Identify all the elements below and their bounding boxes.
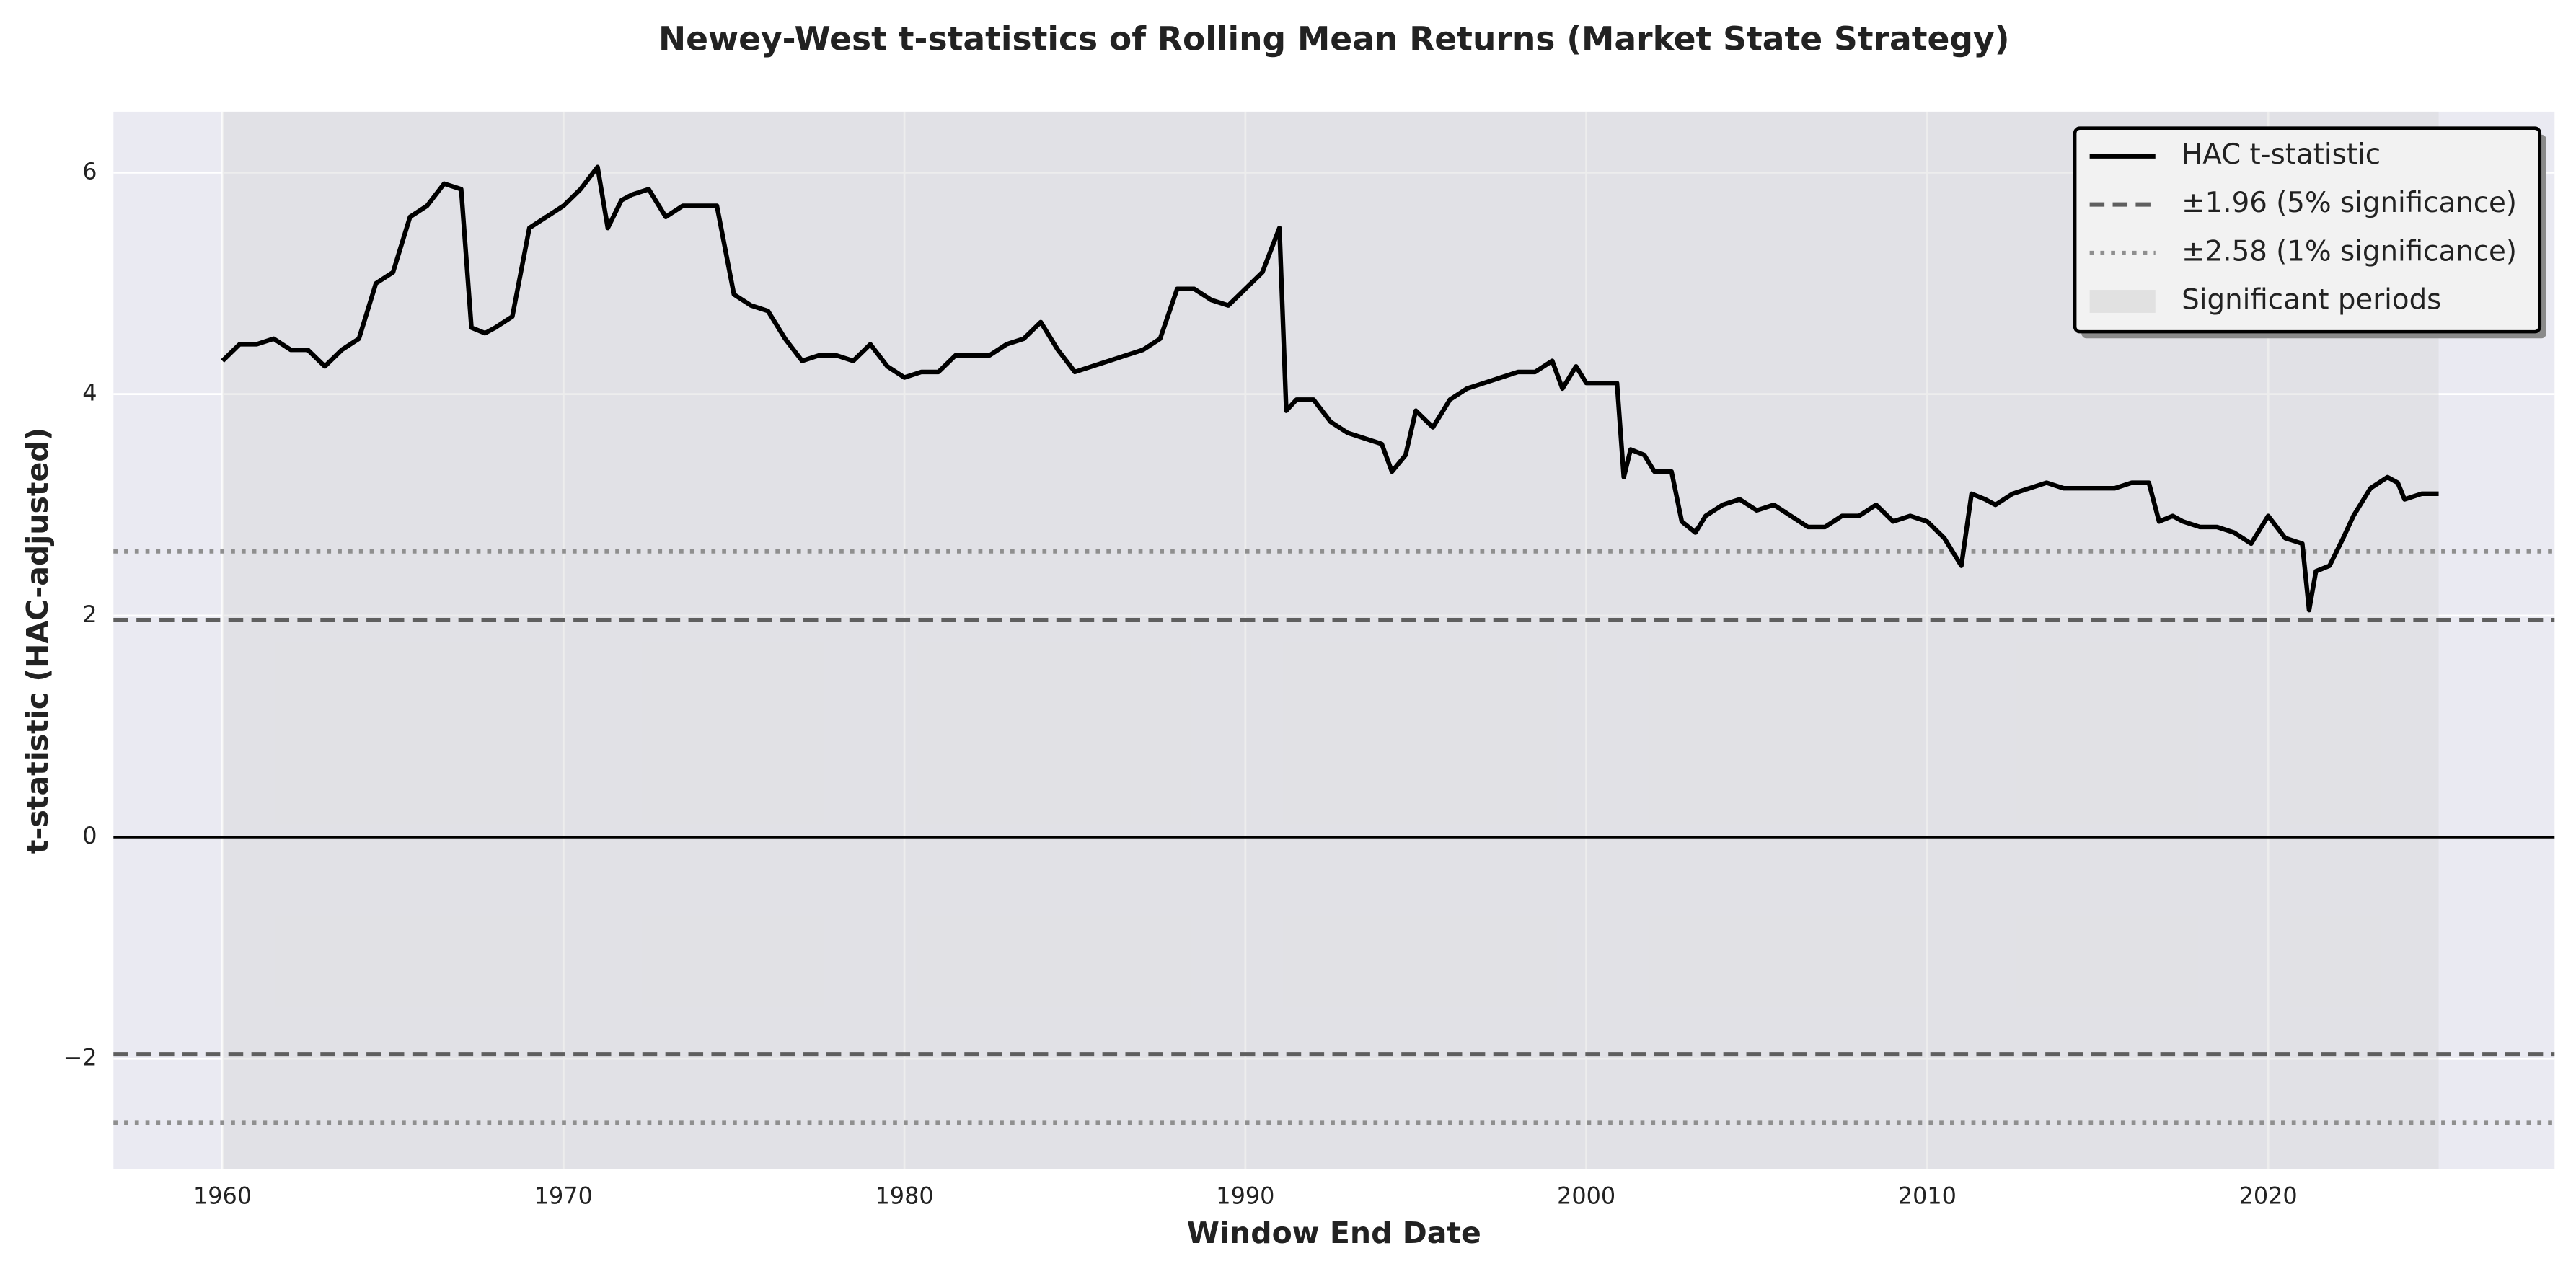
y-tick-label: 4 <box>82 379 97 407</box>
data-line <box>221 164 2439 613</box>
x-tick-label: 2020 <box>2239 1182 2298 1210</box>
legend: HAC t-statistic ±1.96 (5% significance) ±2… <box>2073 126 2546 339</box>
legend-swatch <box>2089 290 2156 313</box>
y-tick-label: 2 <box>82 601 97 628</box>
x-axis-label: Window End Date <box>1187 1216 1481 1250</box>
legend-label: HAC t-statistic <box>2182 138 2381 171</box>
x-tick-label: 1990 <box>1216 1182 1274 1210</box>
x-tick-label: 1960 <box>193 1182 252 1210</box>
y-tick-label: −2 <box>63 1043 97 1071</box>
y-tick-label: 0 <box>82 822 97 849</box>
chart-title: Newey-West t-statistics of Rolling Mean … <box>658 19 2010 58</box>
legend-label: ±2.58 (1% significance) <box>2182 235 2517 267</box>
shaded-span <box>222 111 2439 1169</box>
legend-box <box>2073 126 2542 334</box>
y-tick-label: 6 <box>82 157 97 185</box>
x-tick-label: 1980 <box>875 1182 934 1210</box>
x-tick-label: 2000 <box>1557 1182 1615 1210</box>
x-tick-label: 2010 <box>1898 1182 1957 1210</box>
x-tick-label: 1970 <box>534 1182 593 1210</box>
y-axis-label: t-statistic (HAC-adjusted) <box>20 428 55 854</box>
legend-label: ±1.96 (5% significance) <box>2182 187 2517 219</box>
legend-label: Significant periods <box>2182 284 2441 317</box>
